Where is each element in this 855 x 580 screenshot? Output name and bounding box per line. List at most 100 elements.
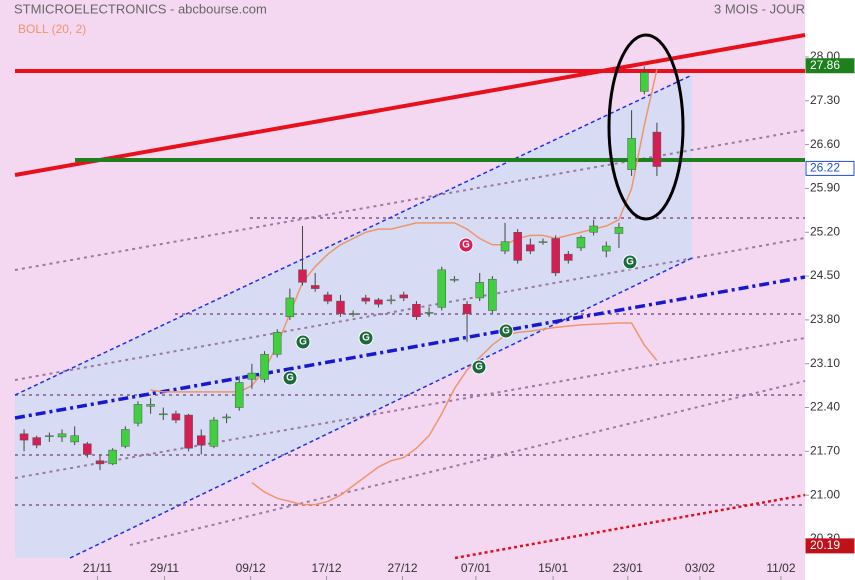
signal: G	[282, 370, 298, 386]
chart-title: STMICROELECTRONICS - abcbourse.com	[14, 1, 267, 16]
channel-lines	[14, 74, 693, 559]
candle-body	[171, 413, 181, 421]
candle-body	[475, 282, 484, 299]
signal-label: G	[362, 333, 370, 344]
chart-subtitle: 3 MOIS - JOUR	[714, 1, 805, 16]
candle-body	[159, 413, 168, 416]
y-tick-label: 23.10	[810, 356, 840, 370]
candle-body	[374, 299, 383, 305]
candle-body	[386, 299, 396, 302]
candle-body	[551, 238, 560, 274]
candle-body	[32, 437, 41, 446]
y-tick-label: 25.90	[810, 181, 840, 195]
red-dotted-line	[454, 493, 806, 560]
signal: G	[358, 330, 374, 346]
resistance-line	[14, 33, 806, 177]
candle-body	[197, 435, 206, 446]
signal: G	[295, 334, 311, 350]
x-tick-label: 09/12	[236, 561, 266, 575]
candle-body	[272, 332, 282, 355]
x-tick-label: 11/02	[766, 561, 795, 575]
highlight-ellipse	[607, 33, 685, 221]
candle-body	[298, 269, 307, 283]
candle-body	[513, 232, 522, 261]
y-tick-label: 22.40	[810, 400, 840, 414]
x-tick-label: 17/12	[312, 561, 342, 575]
candle-body	[57, 433, 67, 438]
indicator-label: BOLL (20, 2)	[18, 22, 86, 36]
candle-body	[589, 225, 598, 233]
candle-body	[70, 435, 79, 443]
signal-label: G	[475, 362, 483, 373]
candle-body	[576, 237, 586, 249]
signal-label: G	[626, 257, 634, 268]
candle-body	[19, 433, 29, 441]
x-tick-label: 21/11	[83, 561, 112, 575]
candle-body	[538, 241, 548, 243]
candle-body	[526, 244, 535, 252]
signal: G	[622, 254, 638, 270]
level-label: 26.22	[810, 161, 840, 175]
x-tick-label: 27/12	[387, 561, 417, 575]
candle-body	[121, 429, 130, 447]
signal: G	[458, 237, 474, 253]
y-tick-label: 24.50	[810, 268, 840, 282]
candle-body	[500, 241, 510, 252]
level-label-box	[805, 538, 855, 554]
band-line	[251, 322, 658, 506]
signal-label: G	[286, 373, 294, 384]
candle-body	[336, 300, 345, 314]
signal-label: G	[502, 326, 510, 337]
candle-body	[437, 269, 446, 308]
y-tick-label: 27.30	[810, 93, 840, 107]
candle-body	[285, 297, 295, 318]
candle-body	[361, 297, 371, 302]
candle-body	[424, 312, 434, 314]
candle-body	[45, 435, 54, 437]
x-tick-label: 07/01	[461, 561, 491, 575]
candle-body	[488, 278, 497, 311]
x-tick-label: 03/02	[685, 561, 715, 575]
y-tick-label: 21.70	[810, 444, 840, 458]
axis-background	[805, 0, 855, 580]
candle-body	[260, 354, 269, 380]
level-label: 27.86	[810, 58, 840, 72]
signals: G G G G G G G	[282, 237, 638, 386]
candle-body	[399, 294, 409, 299]
candle-body	[95, 460, 105, 465]
candle-body	[133, 404, 143, 424]
candle-body	[564, 253, 573, 261]
signal-label: G	[462, 240, 470, 251]
candle-body	[146, 404, 155, 407]
signal: G	[498, 323, 514, 339]
candle-body	[310, 285, 320, 289]
dotted-lines	[14, 129, 806, 546]
support-line	[14, 275, 806, 420]
candle-body	[323, 294, 333, 302]
x-tick-label: 23/01	[613, 561, 643, 575]
candle-body	[247, 372, 257, 380]
candle-body	[640, 72, 649, 92]
plot	[19, 66, 662, 506]
candle-body	[184, 414, 193, 449]
y-tick-label: 26.60	[810, 137, 840, 151]
candle-body	[614, 226, 624, 234]
candle-body	[234, 382, 244, 408]
candle-body	[83, 443, 92, 455]
candle-body	[348, 313, 358, 315]
signal-label: G	[299, 337, 307, 348]
candle-body	[209, 419, 219, 447]
candle-body	[602, 245, 611, 252]
candle-body	[450, 278, 459, 281]
x-tick-label: 29/11	[150, 561, 179, 575]
x-tick-label: 15/01	[538, 561, 568, 575]
candle-body	[627, 138, 636, 170]
y-tick-label: 21.00	[810, 487, 840, 501]
signal: G	[471, 359, 487, 375]
candle-body	[462, 303, 472, 314]
candle-body	[652, 131, 662, 167]
level-label-box	[805, 58, 855, 74]
candle-body	[412, 303, 421, 318]
candle-body	[108, 449, 117, 465]
